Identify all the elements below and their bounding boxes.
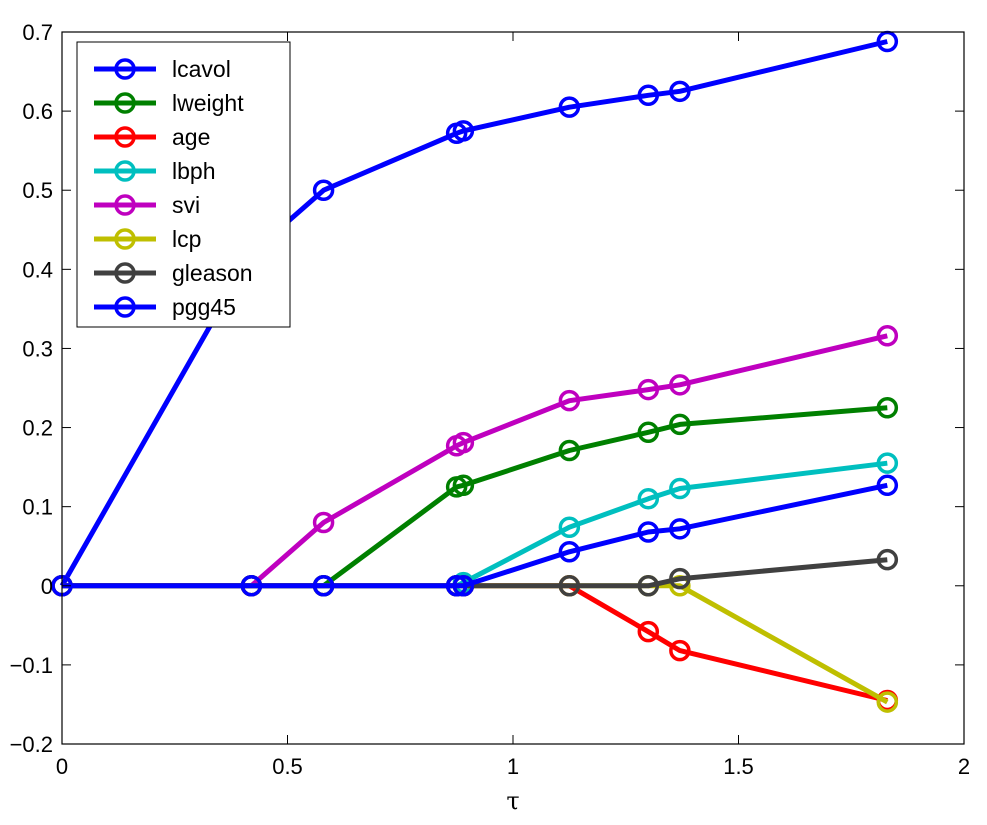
data-point: [637, 620, 660, 643]
data-point: [669, 477, 691, 500]
data-point: [669, 639, 691, 662]
y-tick-label: 0.5: [22, 178, 53, 203]
data-point: [637, 421, 660, 444]
x-tick-label: 1: [507, 754, 519, 779]
legend: lcavol lweight age lbph svi lcp gleason pgg45: [76, 41, 291, 328]
x-axis-label: τ: [506, 787, 519, 815]
data-point: [445, 575, 468, 597]
x-tick-label: 1.5: [723, 754, 754, 779]
y-tick-label: 0.7: [22, 20, 53, 45]
data-point: [637, 521, 660, 543]
data-point: [637, 84, 660, 107]
data-point: [312, 575, 335, 597]
legend-label: lcavol: [172, 56, 231, 82]
legend-entry-lcavol: lcavol: [94, 56, 231, 82]
legend-marker: [114, 296, 136, 318]
legend-marker: [114, 228, 136, 250]
data-point: [669, 413, 691, 436]
legend-marker: [114, 194, 136, 216]
legend-label: pgg45: [172, 294, 236, 320]
y-tick-label: 0: [41, 574, 53, 599]
legend-label: lbph: [172, 158, 215, 184]
data-point: [669, 518, 691, 540]
data-point: [637, 378, 660, 401]
legend-entry-pgg45: pgg45: [94, 294, 236, 320]
data-point: [669, 80, 691, 103]
data-point: [558, 541, 581, 563]
legend-label: svi: [172, 192, 200, 218]
y-tick-label: 0.4: [22, 257, 53, 282]
data-point: [876, 397, 899, 419]
data-point: [558, 389, 581, 412]
data-point: [876, 474, 899, 497]
legend-marker: [114, 160, 136, 182]
legend-label: lcp: [172, 226, 201, 252]
data-point: [876, 452, 899, 474]
legend-box: [76, 41, 291, 328]
x-tick-label: 0: [56, 754, 68, 779]
legend-entry-age: age: [94, 124, 210, 150]
y-tick-label: 0.2: [22, 416, 53, 441]
legend-marker: [114, 58, 136, 80]
legend-entry-gleason: gleason: [94, 260, 253, 286]
y-tick-label: −0.2: [10, 732, 53, 757]
data-point: [558, 516, 581, 538]
data-point: [669, 567, 691, 590]
legend-entry-lcp: lcp: [94, 226, 201, 252]
legend-label: age: [172, 124, 210, 150]
data-point: [637, 575, 660, 597]
data-point: [637, 488, 660, 510]
data-point: [312, 179, 335, 201]
legend-marker: [114, 92, 136, 114]
data-point: [558, 575, 581, 597]
data-point: [876, 691, 899, 713]
legend-entry-lbph: lbph: [94, 158, 215, 184]
data-point: [876, 548, 899, 571]
data-point: [452, 575, 475, 597]
legend-label: gleason: [172, 260, 253, 286]
x-tick-label: 2: [958, 754, 970, 779]
data-point: [452, 120, 475, 142]
data-point: [669, 374, 691, 396]
legend-entry-lweight: lweight: [94, 90, 244, 116]
legend-marker: [114, 126, 136, 148]
data-point: [312, 511, 335, 534]
legend-marker: [114, 262, 136, 284]
legend-label: lweight: [172, 90, 244, 116]
data-point: [558, 96, 581, 118]
legend-entry-svi: svi: [94, 192, 200, 218]
data-point: [558, 439, 581, 462]
y-tick-label: 0.1: [22, 495, 53, 520]
y-tick-label: 0.3: [22, 336, 53, 361]
data-point: [876, 325, 899, 347]
y-tick-label: −0.1: [10, 653, 53, 678]
data-point: [452, 474, 475, 497]
data-point: [240, 575, 263, 597]
data-point: [452, 431, 475, 454]
y-tick-label: 0.6: [22, 99, 53, 124]
x-tick-label: 0.5: [272, 754, 303, 779]
tick-layer: 0 0.5 1 1.5 2 −0.2 −0.1 0 0.1 0.2 0.3 0.4 0.5 0.6 0.7: [10, 20, 971, 779]
